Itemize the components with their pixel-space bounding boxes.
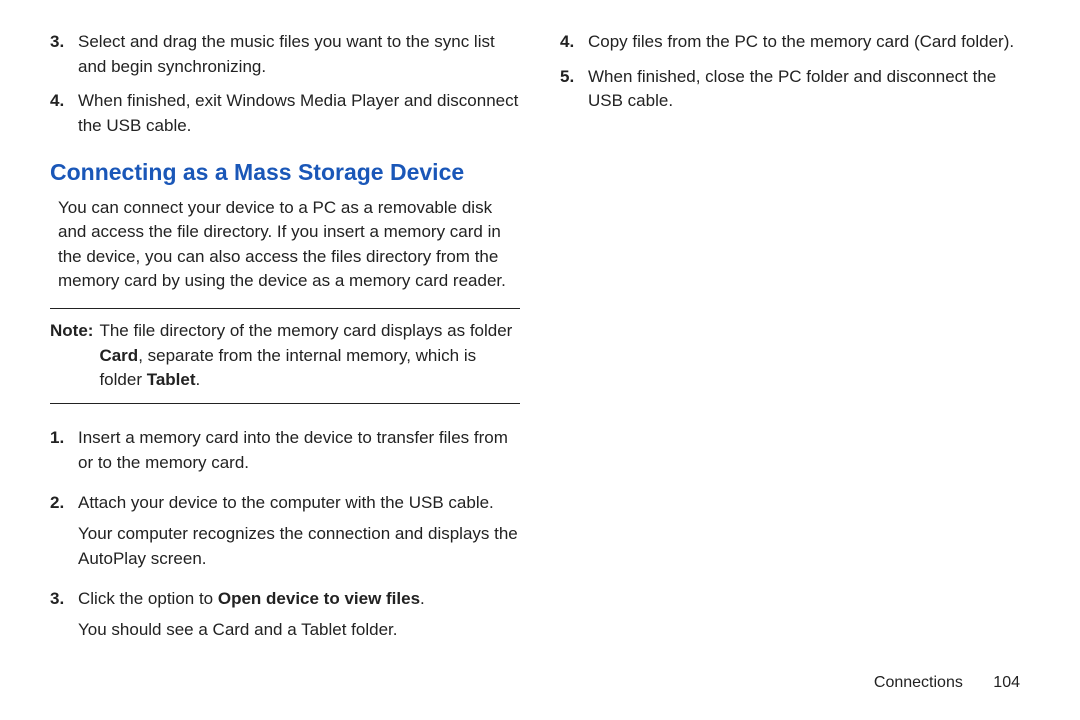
note-bold: Tablet: [147, 370, 196, 389]
list-line-part: Click the option to: [78, 589, 218, 608]
list-text: When finished, exit Windows Media Player…: [78, 89, 520, 138]
page-footer: Connections 104: [874, 674, 1020, 692]
intro-paragraph: You can connect your device to a PC as a…: [58, 196, 520, 295]
list-bold: Open device to view files: [218, 589, 420, 608]
list-line: You should see a Card and a Tablet folde…: [78, 618, 520, 643]
note-text-part: .: [196, 370, 201, 389]
footer-section: Connections: [874, 674, 963, 691]
list-number: 3.: [50, 30, 78, 79]
note-text-part: The file directory of the memory card di…: [99, 321, 512, 340]
list-text: Insert a memory card into the device to …: [78, 426, 520, 481]
left-column: 3. Select and drag the music files you w…: [50, 30, 520, 659]
list-number: 3.: [50, 587, 78, 648]
list-text: Select and drag the music files you want…: [78, 30, 520, 79]
list-item: 2. Attach your device to the computer wi…: [50, 491, 520, 577]
right-column: 4. Copy files from the PC to the memory …: [560, 30, 1030, 659]
footer-page-number: 104: [993, 674, 1020, 691]
list-line: Attach your device to the computer with …: [78, 491, 520, 516]
list-number: 2.: [50, 491, 78, 577]
list-number: 5.: [560, 65, 588, 114]
note-label: Note:: [50, 319, 93, 393]
list-item: 4. Copy files from the PC to the memory …: [560, 30, 1030, 55]
list-item: 1. Insert a memory card into the device …: [50, 426, 520, 481]
top-list: 3. Select and drag the music files you w…: [50, 30, 520, 139]
list-text: Attach your device to the computer with …: [78, 491, 520, 577]
list-text: When finished, close the PC folder and d…: [588, 65, 1030, 114]
list-item: 4. When finished, exit Windows Media Pla…: [50, 89, 520, 138]
list-text: Copy files from the PC to the memory car…: [588, 30, 1030, 55]
list-line: Insert a memory card into the device to …: [78, 426, 520, 475]
page-body: 3. Select and drag the music files you w…: [0, 0, 1080, 659]
steps-list: 1. Insert a memory card into the device …: [50, 426, 520, 648]
list-text: Click the option to Open device to view …: [78, 587, 520, 648]
note-text: The file directory of the memory card di…: [99, 319, 520, 393]
section-heading: Connecting as a Mass Storage Device: [50, 159, 520, 186]
list-line: Your computer recognizes the connection …: [78, 522, 520, 571]
list-item: 3. Click the option to Open device to vi…: [50, 587, 520, 648]
list-number: 1.: [50, 426, 78, 481]
list-number: 4.: [560, 30, 588, 55]
list-number: 4.: [50, 89, 78, 138]
note-bold: Card: [99, 346, 138, 365]
list-line-part: .: [420, 589, 425, 608]
list-item: 3. Select and drag the music files you w…: [50, 30, 520, 79]
note-box: Note: The file directory of the memory c…: [50, 308, 520, 404]
list-item: 5. When finished, close the PC folder an…: [560, 65, 1030, 114]
